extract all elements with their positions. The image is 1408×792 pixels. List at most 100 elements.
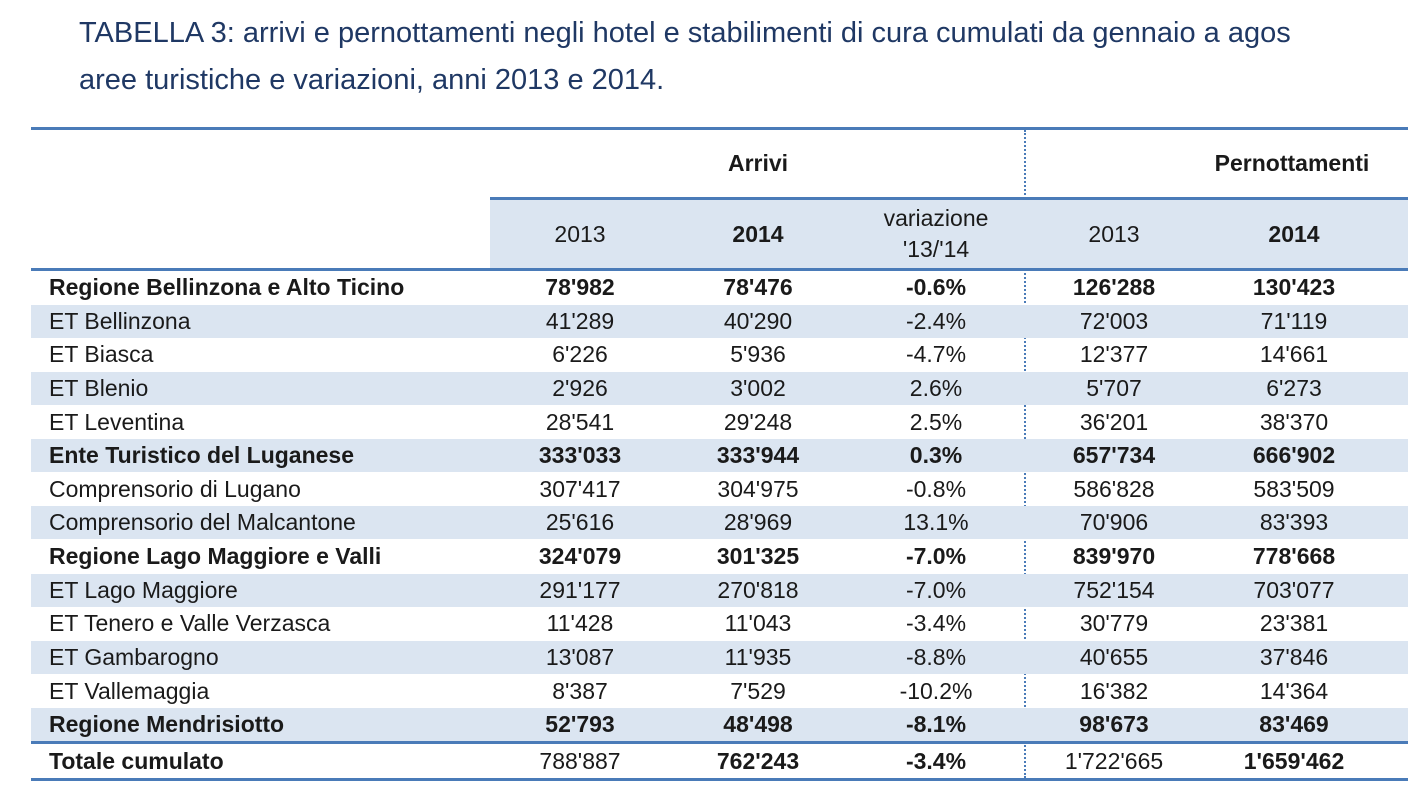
cell-arrivi-2013: 25'616 xyxy=(545,509,615,536)
cell-arrivi-2014: 78'476 xyxy=(723,274,793,300)
caption-line-2: aree turistiche e variazioni, anni 2013 … xyxy=(79,64,665,96)
cell-arrivi-2013: 307'417 xyxy=(539,475,621,502)
table-caption: TABELLA 3: arrivi e pernottamenti negli … xyxy=(79,10,1291,104)
cell-pern-2013: 752'154 xyxy=(1073,576,1155,603)
cell-arrivi-2013: 41'289 xyxy=(545,307,615,334)
cell-arrivi-2013: 333'033 xyxy=(538,442,622,469)
cell-variazione: 2.6% xyxy=(909,374,963,401)
total-arrivi-2014: 762'243 xyxy=(716,748,800,774)
cell-arrivi-2014: 11'043 xyxy=(724,610,792,637)
subheader-variazione-line2: '13/'14 xyxy=(902,236,970,262)
caption-line-1: TABELLA 3: arrivi e pernottamenti negli … xyxy=(79,17,1291,49)
cell-pern-2013: 657'734 xyxy=(1072,442,1156,469)
subheader-arrivi-2013: 2013 xyxy=(554,220,606,247)
row-name: ET Lago Maggiore xyxy=(49,576,238,603)
table-row: ET Blenio 2'926 3'002 2.6% 5'707 6'273 xyxy=(31,371,1408,405)
cell-variazione: -0.6% xyxy=(905,274,967,300)
row-name: Regione Lago Maggiore e Valli xyxy=(49,543,382,570)
cell-pern-2014: 703'077 xyxy=(1253,576,1335,603)
cell-arrivi-2014: 5'936 xyxy=(730,341,786,368)
cell-arrivi-2014: 29'248 xyxy=(723,408,793,435)
cell-variazione: 2.5% xyxy=(909,408,963,435)
cell-arrivi-2014: 3'002 xyxy=(730,374,786,401)
cell-variazione: -7.0% xyxy=(905,576,967,603)
table-row: Regione Mendrisiotto 52'793 48'498 -8.1% 98'… xyxy=(31,708,1408,742)
cell-arrivi-2013: 324'079 xyxy=(538,543,622,570)
row-name: ET Biasca xyxy=(49,341,154,368)
cell-pern-2014: 778'668 xyxy=(1252,543,1336,570)
cell-variazione: -4.7% xyxy=(905,341,967,368)
cell-pern-2014: 583'509 xyxy=(1253,475,1335,502)
cell-pern-2014: 666'902 xyxy=(1252,442,1336,469)
cell-arrivi-2014: 40'290 xyxy=(723,307,793,334)
table-row: Regione Lago Maggiore e Valli 324'079 301'… xyxy=(31,540,1408,573)
total-row: Totale cumulato 788'887 762'243 -3.4% 1'… xyxy=(31,744,1408,778)
cell-pern-2013: 30'779 xyxy=(1079,610,1149,637)
cell-variazione: -3.4% xyxy=(905,610,967,637)
table-row: ET Lago Maggiore 291'177 270'818 -7.0% 752'1… xyxy=(31,573,1408,607)
row-name: ET Vallemaggia xyxy=(49,677,210,704)
row-name: ET Leventina xyxy=(49,408,185,435)
cell-variazione: -2.4% xyxy=(905,307,967,334)
cell-arrivi-2013: 2'926 xyxy=(552,374,608,401)
row-name: ET Tenero e Valle Verzasca xyxy=(49,610,331,637)
cell-arrivi-2014: 333'944 xyxy=(716,442,800,469)
cell-arrivi-2013: 28'541 xyxy=(545,408,615,435)
cell-pern-2013: 16'382 xyxy=(1079,677,1149,704)
table-row: Comprensorio di Lugano 307'417 304'975 -0.8… xyxy=(31,473,1408,506)
cell-pern-2013: 72'003 xyxy=(1079,307,1149,334)
cell-arrivi-2013: 11'428 xyxy=(546,610,614,637)
total-pern-2013: 1'722'665 xyxy=(1064,748,1164,774)
top-rule xyxy=(31,127,1408,130)
table-row: ET Leventina 28'541 29'248 2.5% 36'201 38'370 xyxy=(31,406,1408,439)
cell-pern-2014: 14'364 xyxy=(1259,677,1329,704)
row-name: ET Gambarogno xyxy=(49,644,219,671)
cell-arrivi-2013: 291'177 xyxy=(539,576,621,603)
cell-variazione: -0.8% xyxy=(905,475,967,502)
row-name: ET Blenio xyxy=(49,374,149,401)
row-name: Regione Bellinzona e Alto Ticino xyxy=(49,274,405,300)
cell-variazione: -8.8% xyxy=(905,644,967,671)
cell-arrivi-2014: 7'529 xyxy=(730,677,786,704)
header-arrivi: Arrivi xyxy=(727,150,789,176)
row-name: Comprensorio di Lugano xyxy=(49,475,301,502)
cell-pern-2014: 130'423 xyxy=(1252,274,1336,300)
row-name: ET Bellinzona xyxy=(49,307,191,334)
cell-arrivi-2013: 13'087 xyxy=(545,644,615,671)
cell-variazione: -8.1% xyxy=(905,711,967,738)
cell-pern-2014: 38'370 xyxy=(1259,408,1329,435)
cell-arrivi-2013: 78'982 xyxy=(545,274,615,300)
cell-arrivi-2014: 270'818 xyxy=(717,576,799,603)
subheader-pern-2014: 2014 xyxy=(1268,220,1320,247)
cell-pern-2013: 36'201 xyxy=(1079,408,1149,435)
cell-arrivi-2013: 6'226 xyxy=(552,341,608,368)
cell-arrivi-2014: 304'975 xyxy=(717,475,799,502)
total-pern-2014: 1'659'462 xyxy=(1243,748,1345,774)
subheader-band xyxy=(490,200,1408,268)
row-name: Ente Turistico del Luganese xyxy=(49,442,355,469)
row-name: Comprensorio del Malcantone xyxy=(49,509,356,536)
total-variazione: -3.4% xyxy=(905,748,967,774)
cell-arrivi-2014: 301'325 xyxy=(716,543,800,570)
cell-pern-2014: 83'393 xyxy=(1259,509,1329,536)
table-row: Regione Bellinzona e Alto Ticino 78'982 78… xyxy=(31,271,1408,304)
cell-pern-2014: 23'381 xyxy=(1259,610,1329,637)
cell-arrivi-2014: 28'969 xyxy=(723,509,793,536)
cell-pern-2013: 40'655 xyxy=(1079,644,1149,671)
cell-pern-2013: 839'970 xyxy=(1072,543,1156,570)
header-pernottamenti: Pernottamenti xyxy=(1214,150,1370,176)
cell-pern-2014: 14'661 xyxy=(1259,341,1329,368)
subheader-variazione: variazione '13/'14 xyxy=(856,200,1016,268)
cell-pern-2014: 37'846 xyxy=(1259,644,1329,671)
table-row: ET Tenero e Valle Verzasca 11'428 11'043 -3… xyxy=(31,607,1408,640)
cell-pern-2013: 98'673 xyxy=(1079,711,1149,738)
table-row: ET Bellinzona 41'289 40'290 -2.4% 72'003 71'1… xyxy=(31,304,1408,338)
cell-arrivi-2013: 8'387 xyxy=(552,677,608,704)
cell-pern-2013: 126'288 xyxy=(1072,274,1156,300)
cell-variazione: 0.3% xyxy=(909,442,963,469)
total-arrivi-2013: 788'887 xyxy=(539,748,621,774)
cell-pern-2013: 70'906 xyxy=(1079,509,1149,536)
header-bottom-rule xyxy=(31,268,1408,271)
subheader-rule xyxy=(490,197,1408,200)
cell-arrivi-2014: 48'498 xyxy=(723,711,793,738)
